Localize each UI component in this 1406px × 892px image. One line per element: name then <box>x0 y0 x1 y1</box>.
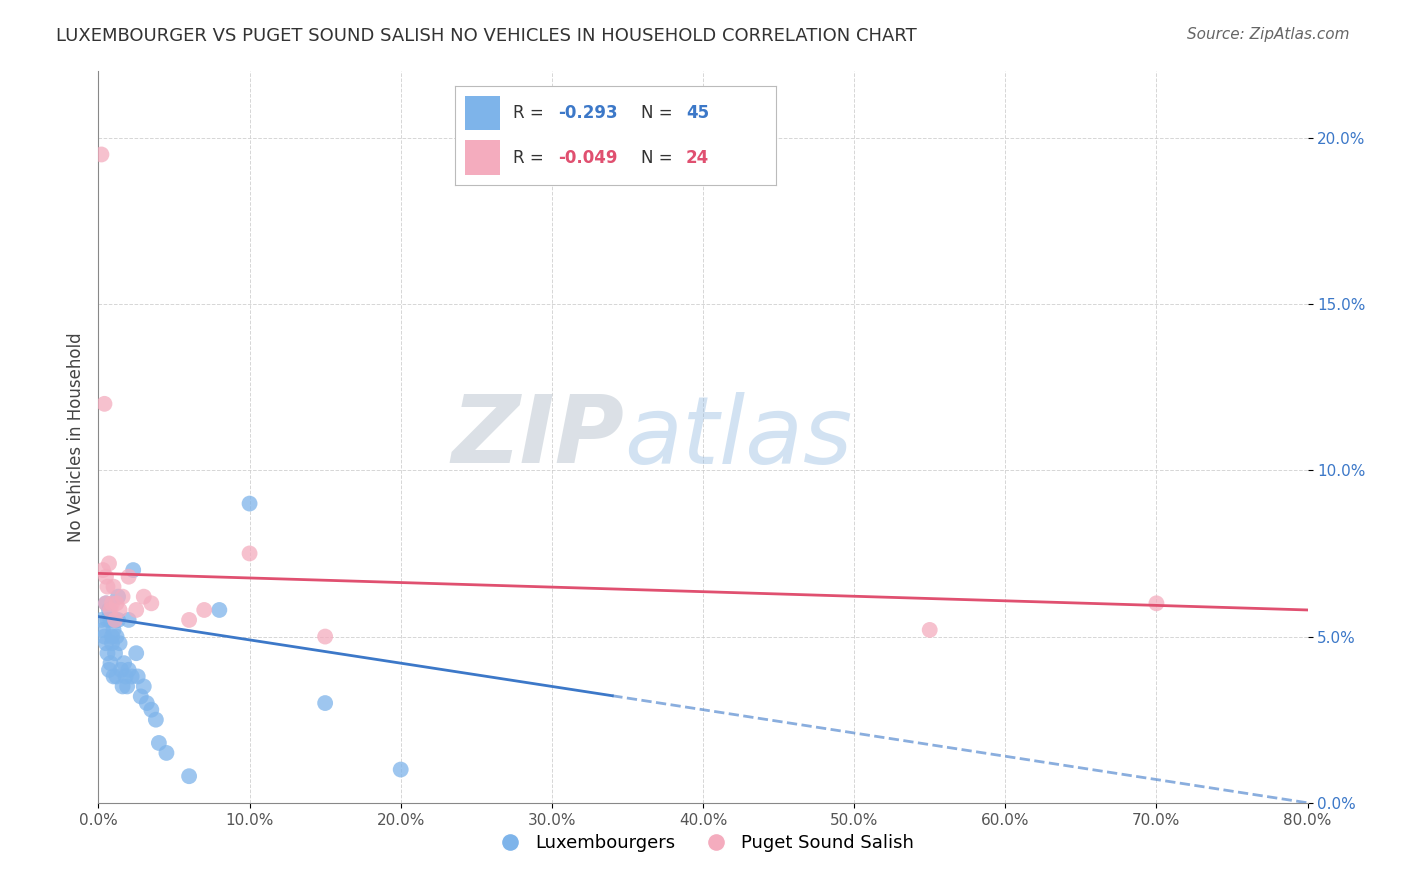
Point <box>101 630 124 644</box>
Point <box>108 636 131 650</box>
Point <box>100 613 122 627</box>
Point <box>100 603 122 617</box>
Point <box>91 563 114 577</box>
Point <box>103 669 125 683</box>
Text: ZIP: ZIP <box>451 391 624 483</box>
Point <box>239 546 262 560</box>
Point <box>115 680 138 694</box>
Point <box>98 663 121 677</box>
Point <box>118 570 141 584</box>
Point <box>96 646 118 660</box>
Point <box>918 623 941 637</box>
Point <box>93 397 115 411</box>
Point <box>179 769 201 783</box>
Point <box>132 590 155 604</box>
Point <box>94 596 117 610</box>
Point <box>132 680 155 694</box>
Point <box>389 763 412 777</box>
Point <box>141 703 163 717</box>
Point <box>122 563 145 577</box>
Point <box>148 736 170 750</box>
Point <box>101 636 124 650</box>
Point <box>107 613 129 627</box>
Point <box>208 603 231 617</box>
Text: Source: ZipAtlas.com: Source: ZipAtlas.com <box>1187 27 1350 42</box>
Point <box>91 623 114 637</box>
Point <box>94 636 117 650</box>
Point <box>314 696 336 710</box>
Point <box>100 656 122 670</box>
Point <box>110 663 132 677</box>
Point <box>129 690 152 704</box>
Point <box>94 596 117 610</box>
Point <box>125 603 148 617</box>
Point <box>94 570 117 584</box>
Point <box>118 663 141 677</box>
Point <box>314 630 336 644</box>
Point <box>121 669 143 683</box>
Point <box>114 669 136 683</box>
Point <box>105 630 128 644</box>
Point <box>239 497 262 511</box>
Point <box>105 596 128 610</box>
Legend: Luxembourgers, Puget Sound Salish: Luxembourgers, Puget Sound Salish <box>485 827 921 860</box>
Point <box>193 603 215 617</box>
Point <box>90 613 112 627</box>
Point <box>93 630 115 644</box>
Point <box>104 613 127 627</box>
Point <box>96 580 118 594</box>
Point <box>141 596 163 610</box>
Text: LUXEMBOURGER VS PUGET SOUND SALISH NO VEHICLES IN HOUSEHOLD CORRELATION CHART: LUXEMBOURGER VS PUGET SOUND SALISH NO VE… <box>56 27 917 45</box>
Point <box>118 613 141 627</box>
Point <box>96 613 118 627</box>
Point <box>1144 596 1167 610</box>
Point <box>98 557 121 571</box>
Point <box>105 669 128 683</box>
Text: atlas: atlas <box>624 392 852 483</box>
Point <box>104 646 127 660</box>
Point <box>90 147 112 161</box>
Y-axis label: No Vehicles in Household: No Vehicles in Household <box>66 332 84 542</box>
Point <box>103 580 125 594</box>
Point <box>125 646 148 660</box>
Point <box>101 596 124 610</box>
Point <box>112 656 135 670</box>
Point <box>111 590 134 604</box>
Point <box>98 603 121 617</box>
Point <box>145 713 167 727</box>
Point <box>111 680 134 694</box>
Point <box>127 669 149 683</box>
Point <box>155 746 177 760</box>
Point <box>135 696 157 710</box>
Point <box>179 613 201 627</box>
Point <box>107 590 129 604</box>
Point <box>108 603 131 617</box>
Point <box>103 623 125 637</box>
Point <box>104 613 127 627</box>
